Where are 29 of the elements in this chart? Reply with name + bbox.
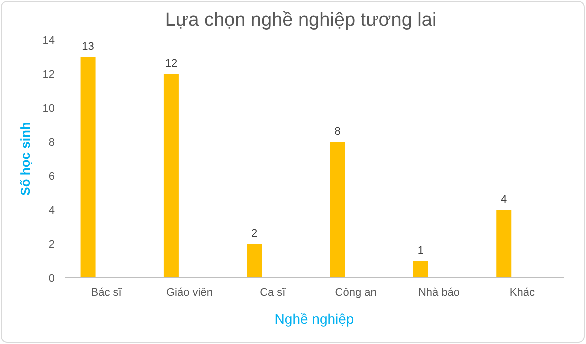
bar: [164, 74, 179, 278]
x-tick-label: Giáo viên: [166, 287, 213, 299]
y-tick-label: 0: [48, 272, 55, 285]
y-tick-label: 4: [48, 204, 55, 217]
data-label: 4: [501, 194, 508, 206]
data-label: 13: [82, 41, 94, 53]
data-label: 2: [252, 228, 258, 240]
x-tick-label: Công an: [335, 287, 377, 299]
y-tick-label: 10: [42, 102, 55, 115]
chart-title: Lựa chọn nghề nghiệp tương lai: [165, 10, 437, 31]
data-label: 8: [334, 126, 341, 138]
bar: [330, 142, 346, 278]
bar: [413, 261, 428, 278]
x-axis-title: Nghề nghiệp: [274, 311, 354, 327]
bar: [496, 210, 512, 278]
y-tick-label: 14: [42, 34, 55, 47]
data-label: 12: [165, 58, 178, 70]
x-tick-label: Bác sĩ: [91, 287, 123, 299]
y-tick-label: 2: [48, 238, 55, 251]
x-tick-label: Ca sĩ: [260, 287, 287, 299]
y-tick-label: 12: [42, 68, 55, 81]
y-tick-label: 6: [48, 170, 55, 183]
bar: [80, 57, 96, 278]
y-axis-title: Số học sinh: [18, 122, 33, 196]
x-tick-label: Khác: [510, 287, 536, 299]
x-tick-label: Nhà báo: [418, 287, 460, 299]
data-label: 1: [418, 245, 424, 257]
bar: [247, 244, 262, 278]
y-tick-label: 8: [48, 136, 55, 149]
